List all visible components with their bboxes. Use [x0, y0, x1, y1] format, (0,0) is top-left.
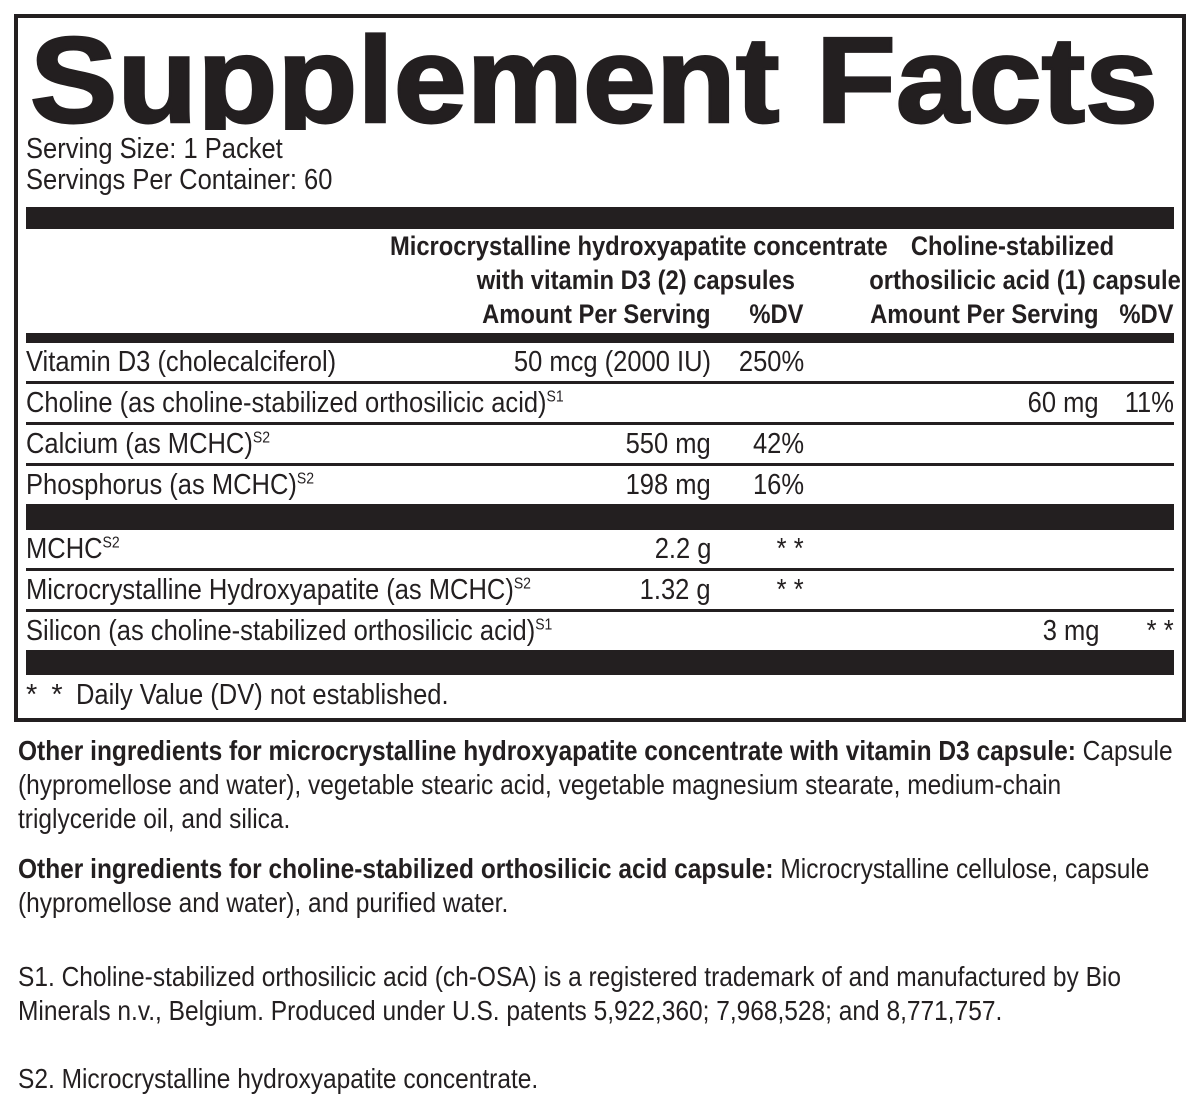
footnote-ref: S1 — [546, 388, 564, 406]
serving-info: Serving Size: 1 Packet Servings Per Cont… — [26, 134, 1174, 196]
other-ingredients-chosa: Other ingredients for choline-stabilized… — [18, 852, 1182, 920]
table-row: MCHCS2 2.2 g * * — [26, 530, 1174, 568]
table-row: Microcrystalline Hydroxyapatite (as MCHC… — [26, 568, 1174, 609]
divider-bar-top — [26, 207, 1174, 229]
left-group-name-line2: with vitamin D3 (2) capsules — [476, 265, 796, 295]
left-dv-value: 42% — [752, 428, 804, 460]
left-dv-value: * * — [777, 574, 804, 606]
nutrient-name: Vitamin D3 (cholecalciferol) — [26, 346, 337, 378]
table-row: Choline (as choline-stabilized orthosili… — [26, 381, 1174, 422]
footnote-s1: S1. Choline-stabilized orthosilicic acid… — [18, 961, 1122, 1026]
left-group-name-line1: Microcrystalline hydroxyapatite concentr… — [389, 231, 888, 261]
left-amount-value: 2.2 g — [654, 533, 711, 565]
left-amount-header: Amount Per Serving — [482, 299, 711, 329]
nutrient-name: Silicon (as choline-stabilized orthosili… — [26, 615, 536, 647]
footnote-ref: S2 — [102, 534, 120, 552]
right-dv-value: 11% — [1124, 387, 1174, 419]
nutrient-name: Calcium (as MCHC) — [26, 428, 253, 460]
daily-value-note: * * Daily Value (DV) not established. — [26, 675, 1174, 715]
left-dv-value: 16% — [752, 469, 804, 501]
daily-value-note-text: Daily Value (DV) not established. — [75, 679, 449, 711]
right-dv-header: %DV — [1119, 299, 1174, 329]
footnote-ref: S2 — [252, 429, 271, 447]
other-ingredients-mchc: Other ingredients for microcrystalline h… — [18, 734, 1182, 836]
right-group-name-line1: Choline-stabilized — [911, 231, 1115, 261]
column-headers: Microcrystalline hydroxyapatite concentr… — [26, 229, 1181, 333]
table-row: Silicon (as choline-stabilized orthosili… — [26, 609, 1174, 650]
right-amount-value: 60 mg — [1028, 387, 1099, 419]
left-dv-header: %DV — [749, 299, 804, 329]
right-group-name-line2: orthosilicic acid (1) capsule — [869, 265, 1181, 295]
table-row: Vitamin D3 (cholecalciferol) 50 mcg (200… — [26, 343, 1174, 381]
label-footnotes-area: Other ingredients for microcrystalline h… — [18, 734, 1188, 1096]
left-dv-value: 250% — [738, 346, 804, 378]
other-ingredients-chosa-lead: Other ingredients for choline-stabilized… — [18, 853, 774, 884]
footnote-ref: S1 — [535, 616, 553, 634]
right-amount-value: 3 mg — [1042, 615, 1099, 647]
divider-bar-middle — [26, 504, 1174, 530]
serving-size-line: Serving Size: 1 Packet — [26, 134, 1174, 165]
footnote-s2: S2. Microcrystalline hydroxyapatite conc… — [18, 1063, 539, 1094]
other-ingredients-mchc-text: Capsule (hypromellose and water), vegeta… — [18, 735, 1173, 834]
servings-per-container-text: Servings Per Container: 60 — [26, 164, 333, 196]
table-row: Calcium (as MCHC)S2 550 mg 42% — [26, 422, 1174, 463]
supplement-facts-panel: Supplement Facts Serving Size: 1 Packet … — [14, 14, 1186, 722]
left-amount-value: 198 mg — [625, 469, 711, 501]
table-row: Phosphorus (as MCHC)S2 198 mg 16% — [26, 463, 1174, 504]
nutrient-name: Microcrystalline Hydroxyapatite (as MCHC… — [26, 574, 514, 606]
divider-bar-under-header — [26, 333, 1174, 343]
serving-size-text: Serving Size: 1 Packet — [26, 133, 283, 165]
divider-bar-bottom — [26, 650, 1174, 675]
left-dv-value: * * — [777, 533, 804, 565]
footnote-ref: S2 — [513, 575, 531, 593]
left-amount-value: 550 mg — [625, 428, 711, 460]
footnote-ref: S2 — [296, 470, 315, 488]
servings-per-container-line: Servings Per Container: 60 — [26, 165, 1174, 196]
left-amount-value: 50 mcg (2000 IU) — [513, 346, 711, 378]
column-group-right-header: Choline-stabilized orthosilicic acid (1)… — [848, 229, 1181, 297]
nutrient-name: Phosphorus (as MCHC) — [26, 469, 297, 501]
left-amount-value: 1.32 g — [640, 574, 711, 606]
column-group-left-header: Microcrystalline hydroxyapatite concentr… — [356, 229, 916, 297]
nutrient-name: Choline (as choline-stabilized orthosili… — [26, 387, 547, 419]
amount-dv-header-row: Amount Per Serving %DV Amount Per Servin… — [26, 297, 1174, 331]
panel-title-graphic: Supplement Facts — [29, 30, 1160, 130]
nutrient-name: MCHC — [26, 533, 103, 565]
other-ingredients-chosa-text: Microcrystalline cellulose, capsule (hyp… — [18, 853, 1150, 918]
right-amount-header: Amount Per Serving — [870, 299, 1099, 329]
other-ingredients-mchc-lead: Other ingredients for microcrystalline h… — [18, 735, 1076, 766]
asterisk-marker: * * — [26, 679, 66, 711]
right-dv-value: * * — [1147, 615, 1174, 647]
page-title: Supplement Facts — [30, 30, 1158, 130]
